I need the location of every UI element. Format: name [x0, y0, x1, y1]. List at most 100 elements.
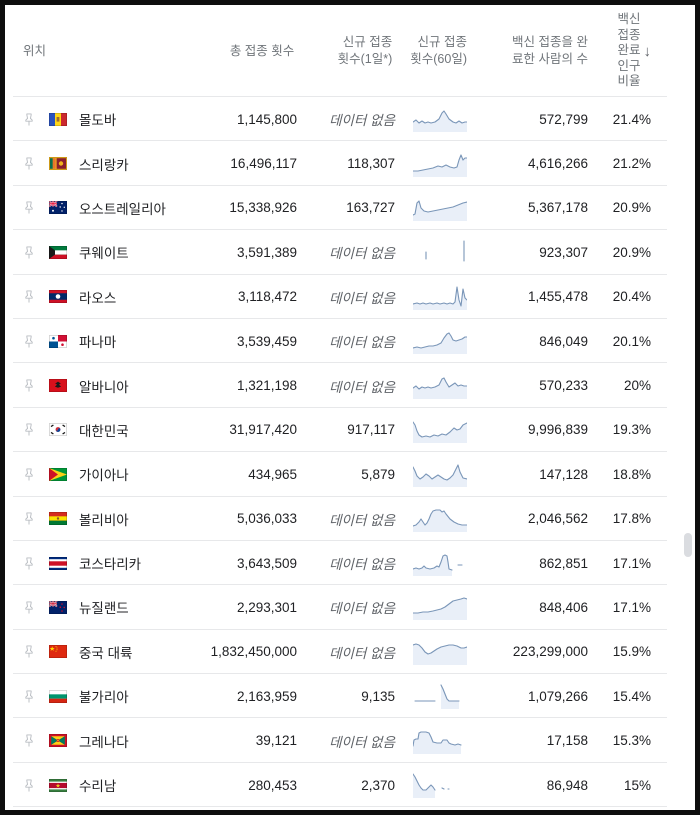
pin-icon[interactable] [23, 200, 37, 216]
country-label: 라오스 [79, 290, 117, 306]
total-doses-cell: 280,453 [248, 777, 297, 793]
table-row[interactable]: 중국 대륙 1,832,450,000 데이터 없음 223,299,000 1… [5, 630, 695, 675]
column-header-fully-vaccinated[interactable]: 백신 접종을 완 료한 사람의 수 [512, 35, 588, 66]
table-row[interactable]: 가이아나 434,965 5,879 147,128 18.8% [5, 452, 695, 497]
new-doses-1d-cell: 데이터 없음 [329, 512, 395, 528]
country-flag-icon [49, 245, 67, 259]
fully-vaccinated-cell: 5,367,178 [527, 200, 588, 216]
rate-cell: 20.9% [612, 244, 651, 260]
fully-vaccinated-cell: 1,079,266 [527, 688, 588, 704]
new-doses-1d-cell: 데이터 없음 [329, 601, 395, 617]
table-row[interactable]: 라오스 3,118,472 데이터 없음 1,455,478 20.4% [5, 275, 695, 320]
country-flag-icon [49, 556, 67, 570]
rate-cell: 17.1% [612, 555, 651, 571]
sparkline-chart-60d [412, 461, 468, 488]
pin-icon[interactable] [23, 333, 37, 349]
total-doses-cell: 3,643,509 [236, 555, 297, 571]
fully-vaccinated-cell: 1,455,478 [527, 289, 588, 305]
pin-icon[interactable] [23, 289, 37, 305]
column-header-vaccination-rate[interactable]: 백신 접종 완료 인구 비율 ↓ [588, 12, 651, 90]
pin-icon[interactable] [23, 733, 37, 749]
fully-vaccinated-cell: 572,799 [539, 111, 588, 127]
table-row[interactable]: 수리남 280,453 2,370 86,948 15% [5, 763, 695, 808]
country-flag-icon [49, 467, 67, 481]
sparkline-chart-60d [412, 772, 467, 799]
rate-cell: 17.8% [612, 511, 651, 527]
table-row[interactable]: 쿠웨이트 3,591,389 데이터 없음 923,307 20.9% [5, 230, 695, 275]
country-label: 쿠웨이트 [79, 246, 129, 262]
pin-icon[interactable] [23, 466, 37, 482]
total-doses-cell: 1,321,198 [236, 378, 297, 394]
pin-icon[interactable] [23, 511, 37, 527]
country-label: 대한민국 [79, 423, 129, 439]
sparkline-chart-60d [413, 239, 467, 265]
total-doses-cell: 1,832,450,000 [210, 644, 297, 660]
table-row[interactable]: 몰도바 1,145,800 데이터 없음 572,799 21.4% [5, 97, 695, 142]
sparkline-chart-60d [412, 373, 468, 399]
fully-vaccinated-cell: 862,851 [539, 555, 588, 571]
fully-vaccinated-cell: 147,128 [539, 466, 588, 482]
new-doses-1d-cell: 데이터 없음 [329, 734, 395, 750]
sparkline-chart-60d [412, 328, 468, 355]
country-flag-icon [49, 512, 67, 526]
scrollbar-thumb[interactable] [684, 533, 692, 557]
rate-cell: 21.4% [612, 111, 651, 127]
pin-icon[interactable] [23, 777, 37, 793]
table-row[interactable]: 알바니아 1,321,198 데이터 없음 570,233 20% [5, 363, 695, 409]
fully-vaccinated-cell: 86,948 [546, 777, 588, 793]
table-body: 몰도바 1,145,800 데이터 없음 572,799 21.4% 스리랑카 … [5, 97, 695, 808]
pin-icon[interactable] [23, 156, 37, 172]
rate-cell: 15% [623, 777, 651, 793]
fully-vaccinated-cell: 570,233 [539, 378, 588, 394]
table-row[interactable]: 오스트레일리아 15,338,926 163,727 5,367,178 20.… [5, 186, 695, 231]
table-row[interactable]: 코스타리카 3,643,509 데이터 없음 862,851 17.1% [5, 541, 695, 586]
pin-icon[interactable] [23, 378, 37, 394]
sparkline-chart-60d [412, 550, 467, 577]
column-header-location[interactable]: 위치 [23, 43, 47, 58]
pin-icon[interactable] [23, 422, 37, 438]
total-doses-cell: 31,917,420 [229, 422, 297, 438]
pin-icon[interactable] [23, 244, 37, 260]
column-header-new-doses-1d[interactable]: 신규 접종 횟수(1일*) [337, 35, 393, 66]
total-doses-cell: 3,539,459 [236, 333, 297, 349]
new-doses-1d-cell: 데이터 없음 [329, 379, 395, 395]
country-label: 스리랑카 [79, 157, 129, 173]
fully-vaccinated-cell: 9,996,839 [527, 422, 588, 438]
sparkline-chart-60d [412, 106, 468, 133]
rate-cell: 20.9% [612, 200, 651, 216]
country-flag-icon [49, 734, 67, 748]
country-label: 불가리아 [79, 690, 129, 706]
fully-vaccinated-cell: 223,299,000 [512, 644, 588, 660]
table-row[interactable]: 불가리아 2,163,959 9,135 1,079,266 15.4% [5, 674, 695, 719]
pin-icon[interactable] [23, 688, 37, 704]
pin-icon[interactable] [23, 644, 37, 660]
table-row[interactable]: 파나마 3,539,459 데이터 없음 846,049 20.1% [5, 319, 695, 364]
sparkline-chart-60d [412, 639, 468, 665]
pin-icon[interactable] [23, 111, 37, 127]
rate-cell: 21.2% [612, 156, 651, 172]
table-row[interactable]: 그레나다 39,121 데이터 없음 17,158 15.3% [5, 718, 695, 764]
fully-vaccinated-cell: 848,406 [539, 599, 588, 615]
sparkline-chart-60d [413, 683, 467, 710]
country-flag-icon [49, 423, 67, 437]
fully-vaccinated-cell: 2,046,562 [527, 511, 588, 527]
table-row[interactable]: 스리랑카 16,496,117 118,307 4,616,266 21.2% [5, 141, 695, 187]
pin-icon[interactable] [23, 599, 37, 615]
total-doses-cell: 3,118,472 [237, 289, 297, 305]
rate-cell: 20.1% [612, 333, 651, 349]
total-doses-cell: 2,293,301 [236, 599, 297, 615]
country-flag-icon [49, 112, 67, 126]
new-doses-1d-cell: 데이터 없음 [329, 290, 395, 306]
pin-icon[interactable] [23, 555, 37, 571]
column-header-new-doses-60d[interactable]: 신규 접종 횟수(60일) [410, 35, 467, 66]
new-doses-1d-cell: 9,135 [361, 688, 395, 704]
table-row[interactable]: 대한민국 31,917,420 917,117 9,996,839 19.3% [5, 408, 695, 453]
country-label: 코스타리카 [79, 557, 142, 573]
country-flag-icon [49, 379, 67, 393]
rate-cell: 18.8% [612, 466, 651, 482]
total-doses-cell: 39,121 [255, 733, 297, 749]
sparkline-chart-60d [412, 151, 468, 177]
table-row[interactable]: 볼리비아 5,036,033 데이터 없음 2,046,562 17.8% [5, 497, 695, 542]
column-header-total-doses[interactable]: 총 접종 횟수 [229, 43, 295, 58]
table-row[interactable]: 뉴질랜드 2,293,301 데이터 없음 848,406 17.1% [5, 585, 695, 631]
